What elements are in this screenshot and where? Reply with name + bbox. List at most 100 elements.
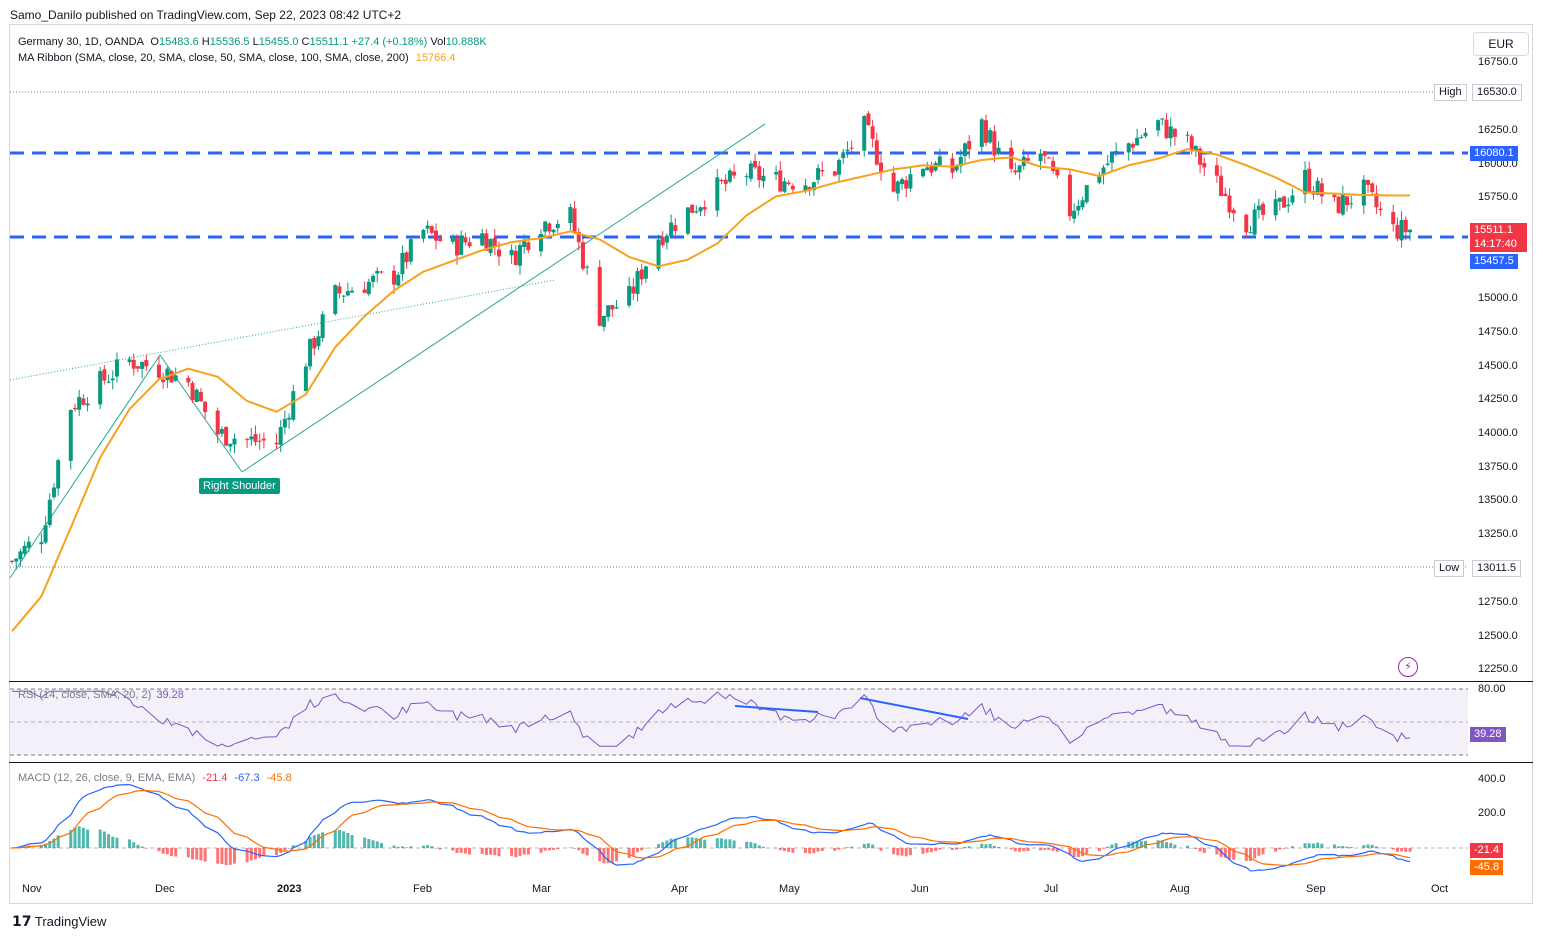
macd-bar xyxy=(715,838,719,848)
candle-body xyxy=(774,172,779,175)
candle-body xyxy=(962,143,967,156)
macd-bar xyxy=(1341,846,1345,848)
macd-bar xyxy=(522,848,526,855)
price-tick: 15000.0 xyxy=(1478,292,1518,304)
candle-body xyxy=(1303,169,1308,195)
time-tick: 2023 xyxy=(277,883,302,895)
macd-bar xyxy=(1139,840,1143,848)
macd-bar xyxy=(1345,846,1349,848)
macd-bar xyxy=(73,827,77,848)
macd-bar xyxy=(728,839,732,848)
candle-body xyxy=(1135,137,1140,146)
macd-bar xyxy=(371,840,375,848)
candle-body xyxy=(455,237,460,256)
candle-body xyxy=(375,271,380,274)
macd-bar xyxy=(1081,848,1085,857)
candle-body xyxy=(1399,219,1404,241)
candle-body xyxy=(492,238,497,247)
macd-bar xyxy=(816,848,820,852)
candle-body xyxy=(979,119,984,147)
macd-hist-value: -21.4 xyxy=(202,772,228,784)
candle-body xyxy=(1097,176,1102,183)
macd-bar xyxy=(56,835,60,848)
candle-body xyxy=(606,305,611,317)
candle-body xyxy=(1252,209,1257,235)
candle-body xyxy=(1013,170,1018,173)
time-tick: Aug xyxy=(1170,883,1190,895)
candle-body xyxy=(43,525,48,543)
candle-body xyxy=(320,314,325,339)
macd-bar xyxy=(900,848,904,856)
countdown-tag: 14:17:40 xyxy=(1470,237,1527,252)
candle-body xyxy=(480,233,485,246)
macd-bar xyxy=(308,836,312,848)
macd-bar xyxy=(493,848,497,856)
vol-value: 10.888K xyxy=(445,36,487,48)
time-tick: Sep xyxy=(1306,883,1326,895)
candle-body xyxy=(98,371,103,405)
candle-body xyxy=(127,359,132,363)
macd-bar xyxy=(1215,848,1219,855)
candle-body xyxy=(396,274,401,286)
candle-body xyxy=(1042,151,1047,156)
macd-bar xyxy=(1248,848,1252,862)
candle-body xyxy=(694,211,699,213)
macd-line xyxy=(11,783,1411,872)
candle-body xyxy=(140,361,145,369)
macd-bar xyxy=(938,848,942,850)
macd-bar xyxy=(367,838,371,848)
pane-separator-macd[interactable] xyxy=(9,762,1533,763)
tradingview-logo[interactable]: 𝟭𝟳 TradingView xyxy=(12,913,106,930)
macd-bar xyxy=(778,848,782,851)
candle-body xyxy=(757,166,762,181)
candle-body xyxy=(287,417,292,420)
candle-body xyxy=(1156,120,1161,131)
macd-bar xyxy=(392,845,396,848)
macd-bar xyxy=(1190,847,1194,849)
candle-body xyxy=(1336,196,1341,214)
macd-bar xyxy=(1009,848,1013,850)
candle-body xyxy=(1370,183,1375,193)
candle-body xyxy=(1038,153,1043,162)
candle-body xyxy=(954,165,959,171)
macd-bar xyxy=(228,848,232,865)
candle-body xyxy=(1172,128,1177,137)
macd-bar xyxy=(455,848,459,853)
pane-separator-rsi[interactable] xyxy=(9,681,1533,682)
candle-body xyxy=(1105,163,1110,165)
currency-button[interactable]: EUR xyxy=(1473,32,1529,56)
macd-bar xyxy=(312,835,316,848)
macd-bar xyxy=(409,846,413,848)
macd-bar xyxy=(111,836,115,848)
candle-body xyxy=(992,131,997,156)
macd-bar xyxy=(950,848,954,850)
rsi-value: 39.28 xyxy=(156,689,184,701)
candle-body xyxy=(215,410,220,435)
candle-body xyxy=(72,407,77,410)
macd-bar xyxy=(140,846,144,848)
candle-body xyxy=(198,391,203,402)
ma-ribbon-line xyxy=(11,148,1410,632)
candle-body xyxy=(983,120,988,143)
macd-bar xyxy=(875,847,879,849)
candle-body xyxy=(1214,165,1219,176)
candle-body xyxy=(1256,205,1261,211)
lightning-icon[interactable]: ⚡ xyxy=(1398,657,1418,677)
candle-body xyxy=(673,225,678,231)
macd-bar xyxy=(988,843,992,848)
macd-hist-tag: -21.4 xyxy=(1470,843,1504,858)
candle-body xyxy=(1114,150,1119,153)
candle-body xyxy=(165,368,170,381)
candle-body xyxy=(601,315,606,327)
candle-body xyxy=(849,147,854,149)
candle-body xyxy=(786,182,791,185)
macd-bar xyxy=(1194,848,1198,850)
macd-bar xyxy=(1110,844,1114,848)
macd-bar xyxy=(316,834,320,848)
macd-bar xyxy=(892,848,896,855)
candle-body xyxy=(811,182,816,191)
candle-body xyxy=(135,366,140,369)
macd-bar xyxy=(820,848,824,851)
candle-body xyxy=(1244,214,1249,233)
